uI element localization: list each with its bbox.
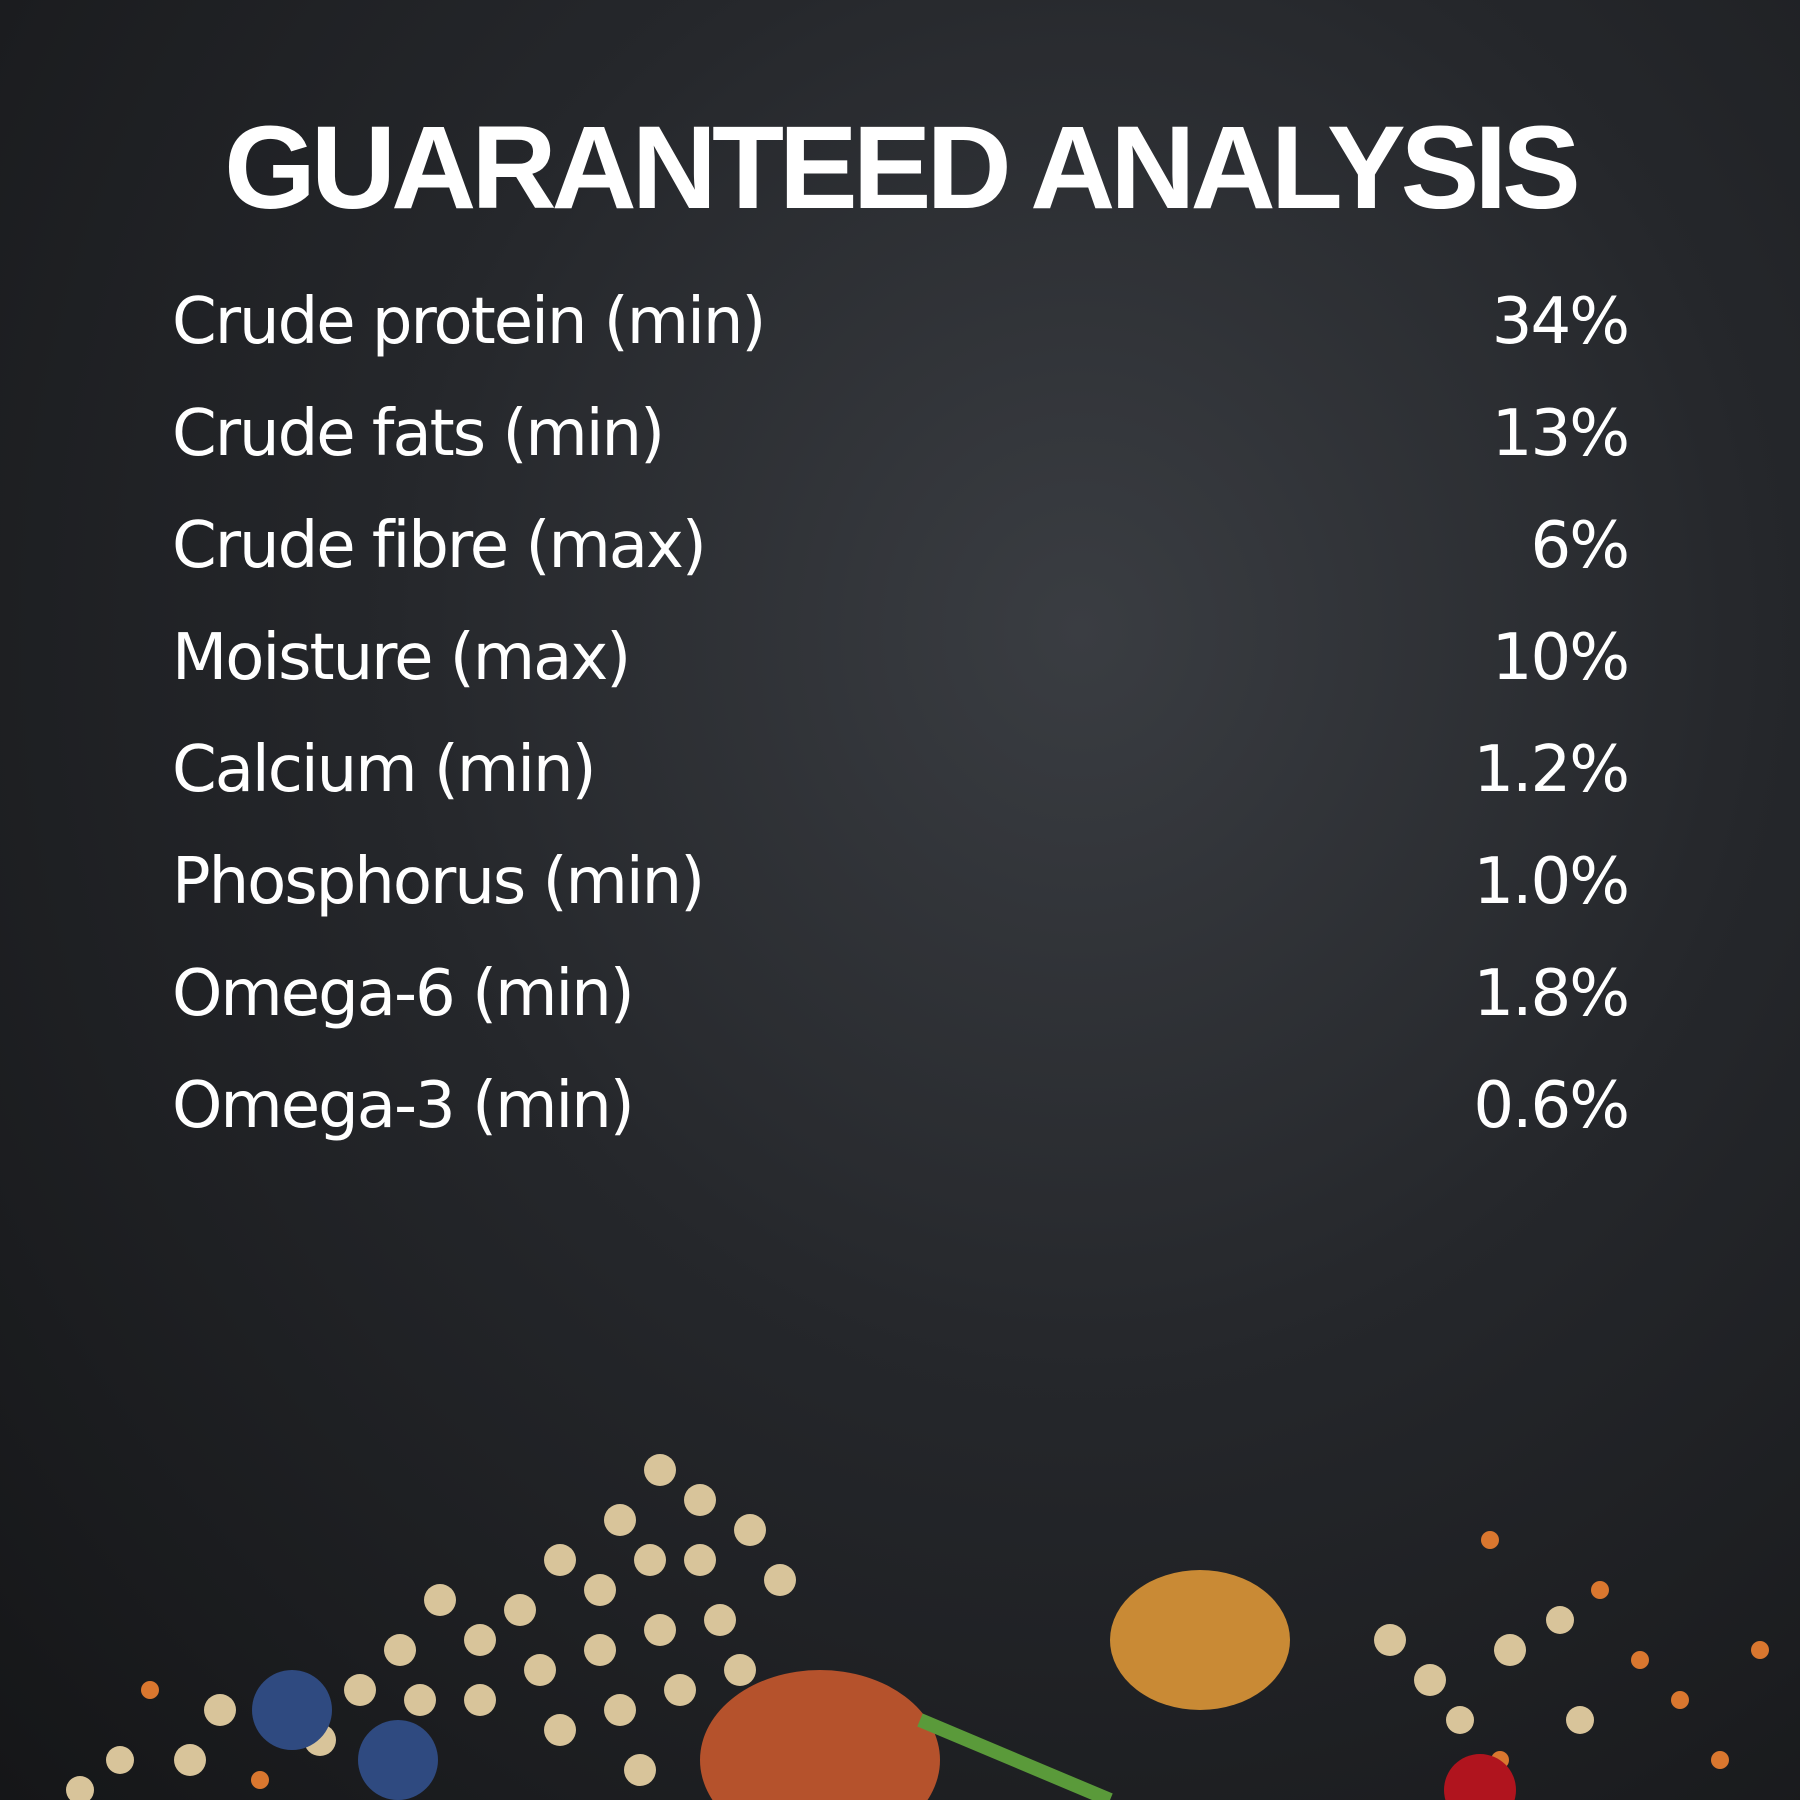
nutrient-value: 13%	[1491, 397, 1630, 471]
nutrient-label: Crude fibre (max)	[172, 509, 707, 583]
nutrient-value: 10%	[1491, 621, 1630, 695]
nutrient-label: Omega-3 (min)	[172, 1069, 635, 1143]
nutrient-value: 1.2%	[1473, 733, 1630, 807]
broccoli-stem	[917, 1713, 1113, 1800]
analysis-row: Phosphorus (min) 1.0%	[172, 845, 1630, 945]
cranberry	[1444, 1754, 1516, 1800]
nutrient-label: Omega-6 (min)	[172, 957, 635, 1031]
title: GUARANTEED ANALYSIS	[224, 102, 1581, 234]
honeycomb	[1110, 1570, 1290, 1710]
analysis-row: Omega-3 (min) 0.6%	[172, 1069, 1630, 1169]
nutrient-value: 1.0%	[1473, 845, 1630, 919]
analysis-row: Crude fats (min) 13%	[172, 397, 1630, 497]
nutrient-label: Calcium (min)	[172, 733, 597, 807]
analysis-row: Crude fibre (max) 6%	[172, 509, 1630, 609]
nutrient-label: Crude protein (min)	[172, 285, 766, 359]
sweet-potato	[700, 1670, 940, 1800]
nutrient-value: 6%	[1530, 509, 1630, 583]
analysis-row: Moisture (max) 10%	[172, 621, 1630, 721]
peas	[66, 1454, 1594, 1800]
nutrient-label: Moisture (max)	[172, 621, 631, 695]
nutrient-value: 1.8%	[1473, 957, 1630, 1031]
analysis-row: Calcium (min) 1.2%	[172, 733, 1630, 833]
analysis-row: Crude protein (min) 34%	[172, 285, 1630, 385]
nutrient-value: 0.6%	[1473, 1069, 1630, 1143]
nutrient-label: Crude fats (min)	[172, 397, 665, 471]
nutrient-label: Phosphorus (min)	[172, 845, 705, 919]
analysis-row: Omega-6 (min) 1.8%	[172, 957, 1630, 1057]
nutrient-value: 34%	[1491, 285, 1630, 359]
blueberries	[252, 1670, 438, 1800]
